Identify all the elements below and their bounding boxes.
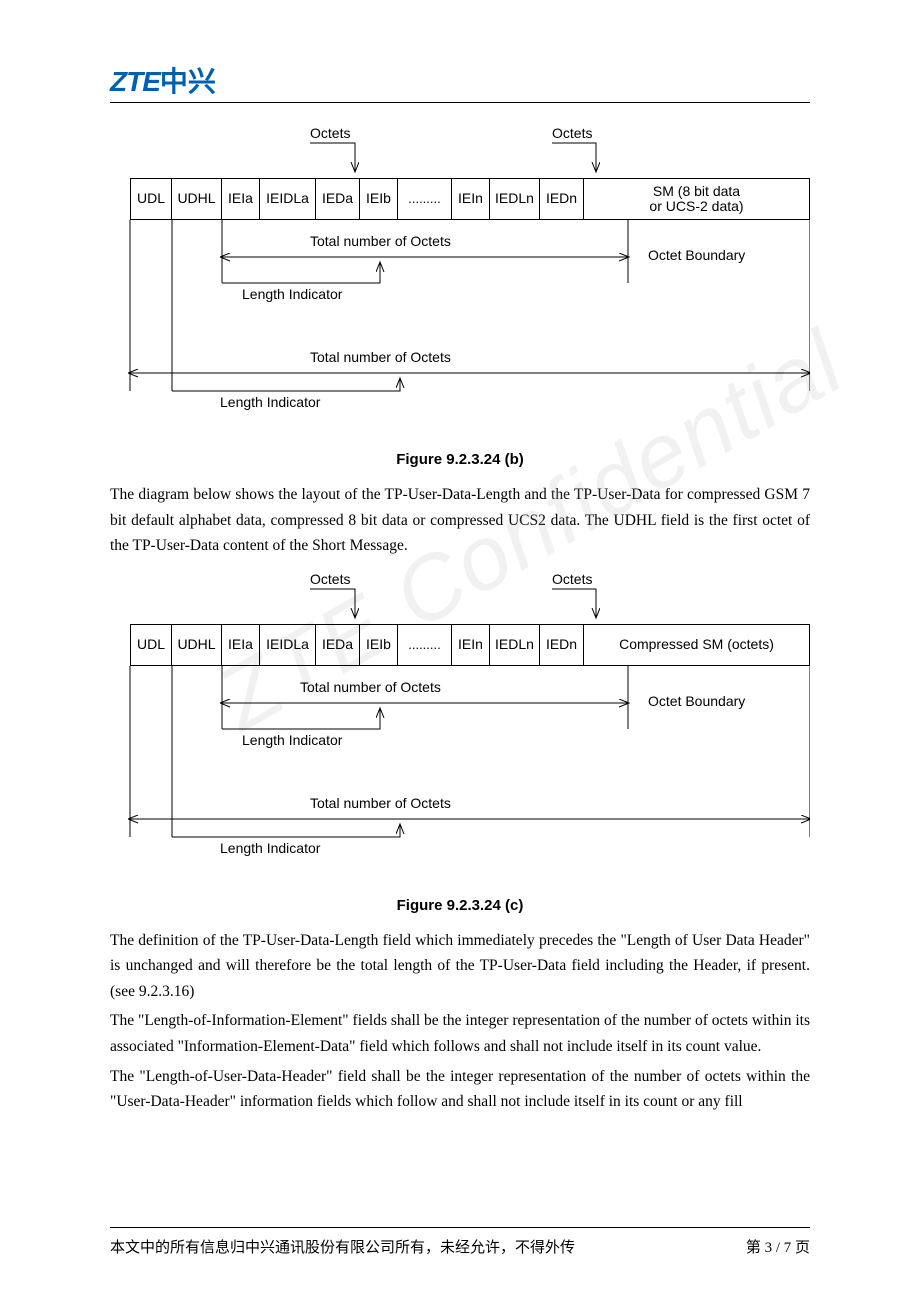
figure-caption-b: Figure 9.2.3.24 (b) — [110, 451, 810, 468]
para-3: The "Length-of-Information-Element" fiel… — [110, 1008, 810, 1059]
diagram-arrows — [110, 123, 810, 443]
logo-cn: 中兴 — [160, 66, 216, 97]
length-ind-3: Length Indicator — [242, 732, 342, 748]
logo: ZTE中兴 — [110, 60, 810, 100]
total-octets-3: Total number of Octets — [300, 679, 441, 695]
header-rule — [110, 102, 810, 103]
total-octets-1: Total number of Octets — [310, 233, 451, 249]
octet-boundary: Octet Boundary — [648, 247, 745, 263]
footer-row: 本文中的所有信息归中兴通讯股份有限公司所有，未经允许，不得外传 第 3 / 7 … — [110, 1236, 810, 1257]
total-octets-4: Total number of Octets — [310, 795, 451, 811]
figure-caption-c: Figure 9.2.3.24 (c) — [110, 897, 810, 914]
length-ind-1: Length Indicator — [242, 286, 342, 302]
footer-left: 本文中的所有信息归中兴通讯股份有限公司所有，未经允许，不得外传 — [110, 1236, 575, 1257]
para-4: The "Length-of-User-Data-Header" field s… — [110, 1064, 810, 1115]
footer: 本文中的所有信息归中兴通讯股份有限公司所有，未经允许，不得外传 第 3 / 7 … — [110, 1217, 810, 1257]
page: ZTE中兴 ZTE Confidential Octets Octets UDL… — [0, 0, 920, 1302]
total-octets-2: Total number of Octets — [310, 349, 451, 365]
logo-en: ZTE — [110, 66, 160, 97]
footer-rule — [110, 1227, 810, 1228]
length-ind-2: Length Indicator — [220, 394, 320, 410]
para-1: The diagram below shows the layout of th… — [110, 482, 810, 559]
octet-boundary-2: Octet Boundary — [648, 693, 745, 709]
footer-right: 第 3 / 7 页 — [746, 1236, 810, 1257]
diagram-c: Octets Octets UDLUDHLIEIaIEIDLaIEDaIEIb.… — [110, 569, 810, 889]
para-2: The definition of the TP-User-Data-Lengt… — [110, 928, 810, 1005]
diagram-b: Octets Octets UDLUDHLIEIaIEIDLaIEDaIEIb.… — [110, 123, 810, 443]
diagram-arrows-2 — [110, 569, 810, 889]
length-ind-4: Length Indicator — [220, 840, 320, 856]
